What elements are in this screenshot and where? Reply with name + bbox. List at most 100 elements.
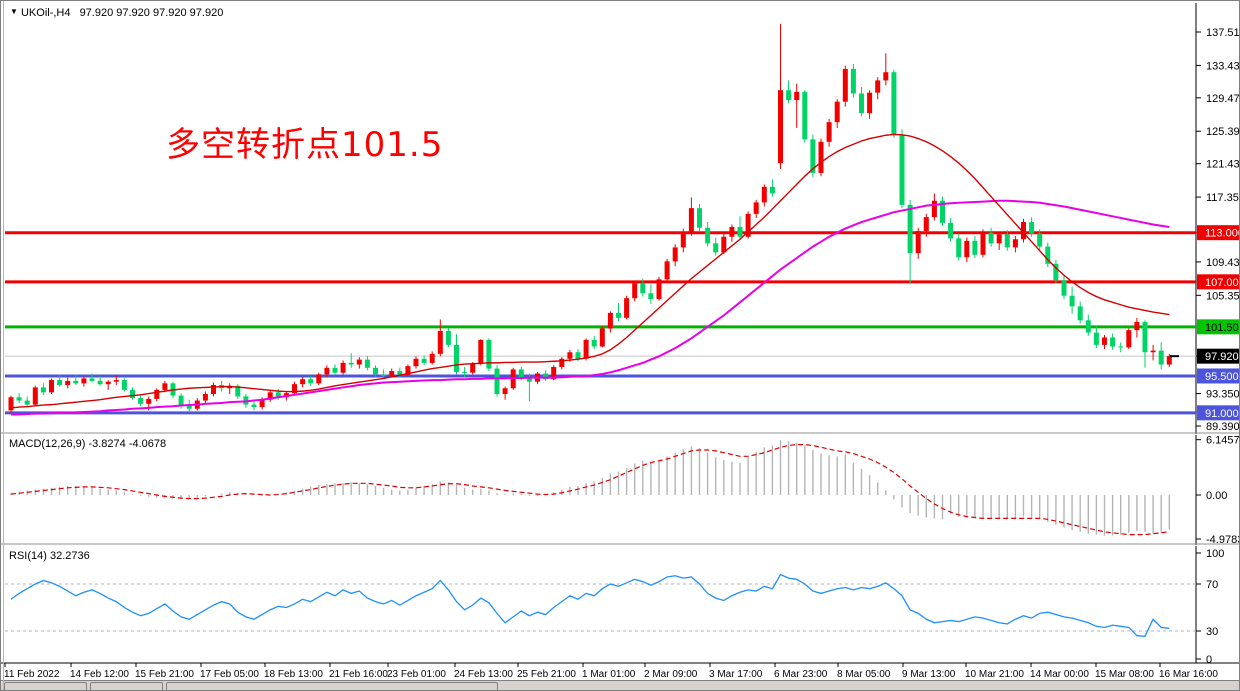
candle-body-bear [1004,234,1010,248]
candle-body-bull [154,389,160,399]
ma-slow-line [11,199,1170,416]
candle-body-bear [737,226,743,237]
candle-body-bear [178,395,184,406]
chart-tab[interactable] [4,682,87,690]
chart-tab[interactable] [166,682,498,690]
candle-body-bear [705,227,711,244]
candle-body-bull [1134,321,1140,331]
candle-body-bear [575,352,581,359]
candle-body-bull [599,328,605,347]
candle-body-bull [316,374,322,384]
candle-body-bear [421,358,427,363]
macd-indicator-label: MACD(12,26,9) -3.8274 -4.0678 [9,438,167,450]
macd-tick-label: 6.1457 [1206,435,1240,447]
price-tag-label: 95.500 [1205,371,1239,383]
candle-body-bear [988,232,994,244]
time-axis-label: 11 Feb 2022 [4,669,60,680]
candle-body-bull [931,200,937,218]
candle-body-bear [251,404,257,408]
rsi-tick-label: 100 [1206,548,1224,560]
rsi-tick-label: 30 [1206,626,1218,638]
candle-body-bear [97,380,103,385]
price-tick-label: 137.510 [1206,27,1240,39]
candle-body-bull [624,298,630,318]
candle-body-bear [591,339,597,347]
candle-body-bear [850,68,856,94]
candle-body-bear [1085,320,1091,333]
candle-body-bull [32,387,38,405]
candle-body-bear [948,222,954,239]
candle-body-bear [121,380,127,390]
candle-body-bear [616,312,621,318]
chevron-down-icon[interactable]: ▼ [10,7,18,16]
candle-body-bear [494,368,500,394]
candle-body-bull [146,398,152,404]
symbol-info-bar[interactable]: ▼ UKOil-,H4 97.920 97.920 97.920 97.920 [10,7,223,19]
candle-body-bull [980,232,986,255]
candle-body-bull [429,353,435,363]
candle-body-bull [49,380,54,393]
candle-body-bull [162,383,168,390]
candle-body-bull [292,384,297,394]
candle-body-bear [275,392,281,398]
candle-body-bear [332,367,338,373]
candle-body-bull [389,371,395,376]
candle-body-bear [713,243,719,253]
candle-body-bear [1118,346,1124,348]
candle-body-bull [470,363,476,373]
candle-body-bear [1053,263,1059,281]
candle-body-bear [1069,295,1075,307]
price-tag-label: 91.000 [1205,408,1239,420]
chart-annotation-text[interactable]: 多空转折点101.5 [166,125,444,165]
candle-body-bull [551,366,557,380]
candle-body-bear [24,400,30,405]
candle-body-bull [478,339,484,364]
current-price-dash [1170,355,1179,358]
candle-body-bear [186,405,192,409]
candle-body-bear [1061,280,1067,296]
candle-body-bull [607,312,613,329]
candle-body-bear [1093,332,1099,345]
candle-body-bull [656,279,662,300]
time-axis-label: 25 Feb 21:00 [517,669,576,680]
candle-body-bear [373,367,378,375]
time-axis-label: 21 Feb 16:00 [329,669,388,680]
time-axis-label: 15 Feb 21:00 [135,669,194,680]
candle-body-bear [859,93,864,114]
rsi-tick-label: 0 [1206,654,1212,666]
candle-body-bull [721,236,727,253]
candle-body-bear [940,200,945,223]
candle-body-bear [235,385,241,397]
chart-tab[interactable] [90,682,163,690]
time-axis-label: 15 Mar 08:00 [1095,669,1154,680]
price-tick-label: 121.430 [1206,159,1240,171]
candle-body-bear [73,380,79,384]
candle-body-bear [802,91,808,140]
candle-body-bear [364,359,370,368]
candle-body-bear [1037,233,1043,247]
candle-body-bear [769,186,775,194]
candle-body-bull [65,380,71,385]
time-axis-label: 17 Feb 05:00 [200,669,259,680]
price-tag [1197,319,1239,335]
time-axis-label: 10 Mar 21:00 [965,669,1024,680]
candle-body-bear [697,208,702,228]
candle-body-bull [202,393,208,401]
price-tick-label: 133.430 [1206,60,1240,72]
candle-body-bull [875,80,881,93]
candle-body-bear [972,240,978,255]
candle-body-bear [1045,246,1051,264]
candle-body-bull [356,359,362,365]
candle-body-bear [810,139,816,173]
price-tag [1197,368,1239,384]
time-axis-label: 3 Mar 17:00 [709,669,763,680]
candle-body-bull [842,68,848,102]
candle-body-bear [1029,222,1035,234]
candle-body-bull [583,339,589,359]
price-tag [1197,225,1239,241]
time-axis-label: 9 Mar 13:00 [902,669,956,680]
candle-body-bull [113,380,119,382]
candle-body-bear [907,204,913,254]
